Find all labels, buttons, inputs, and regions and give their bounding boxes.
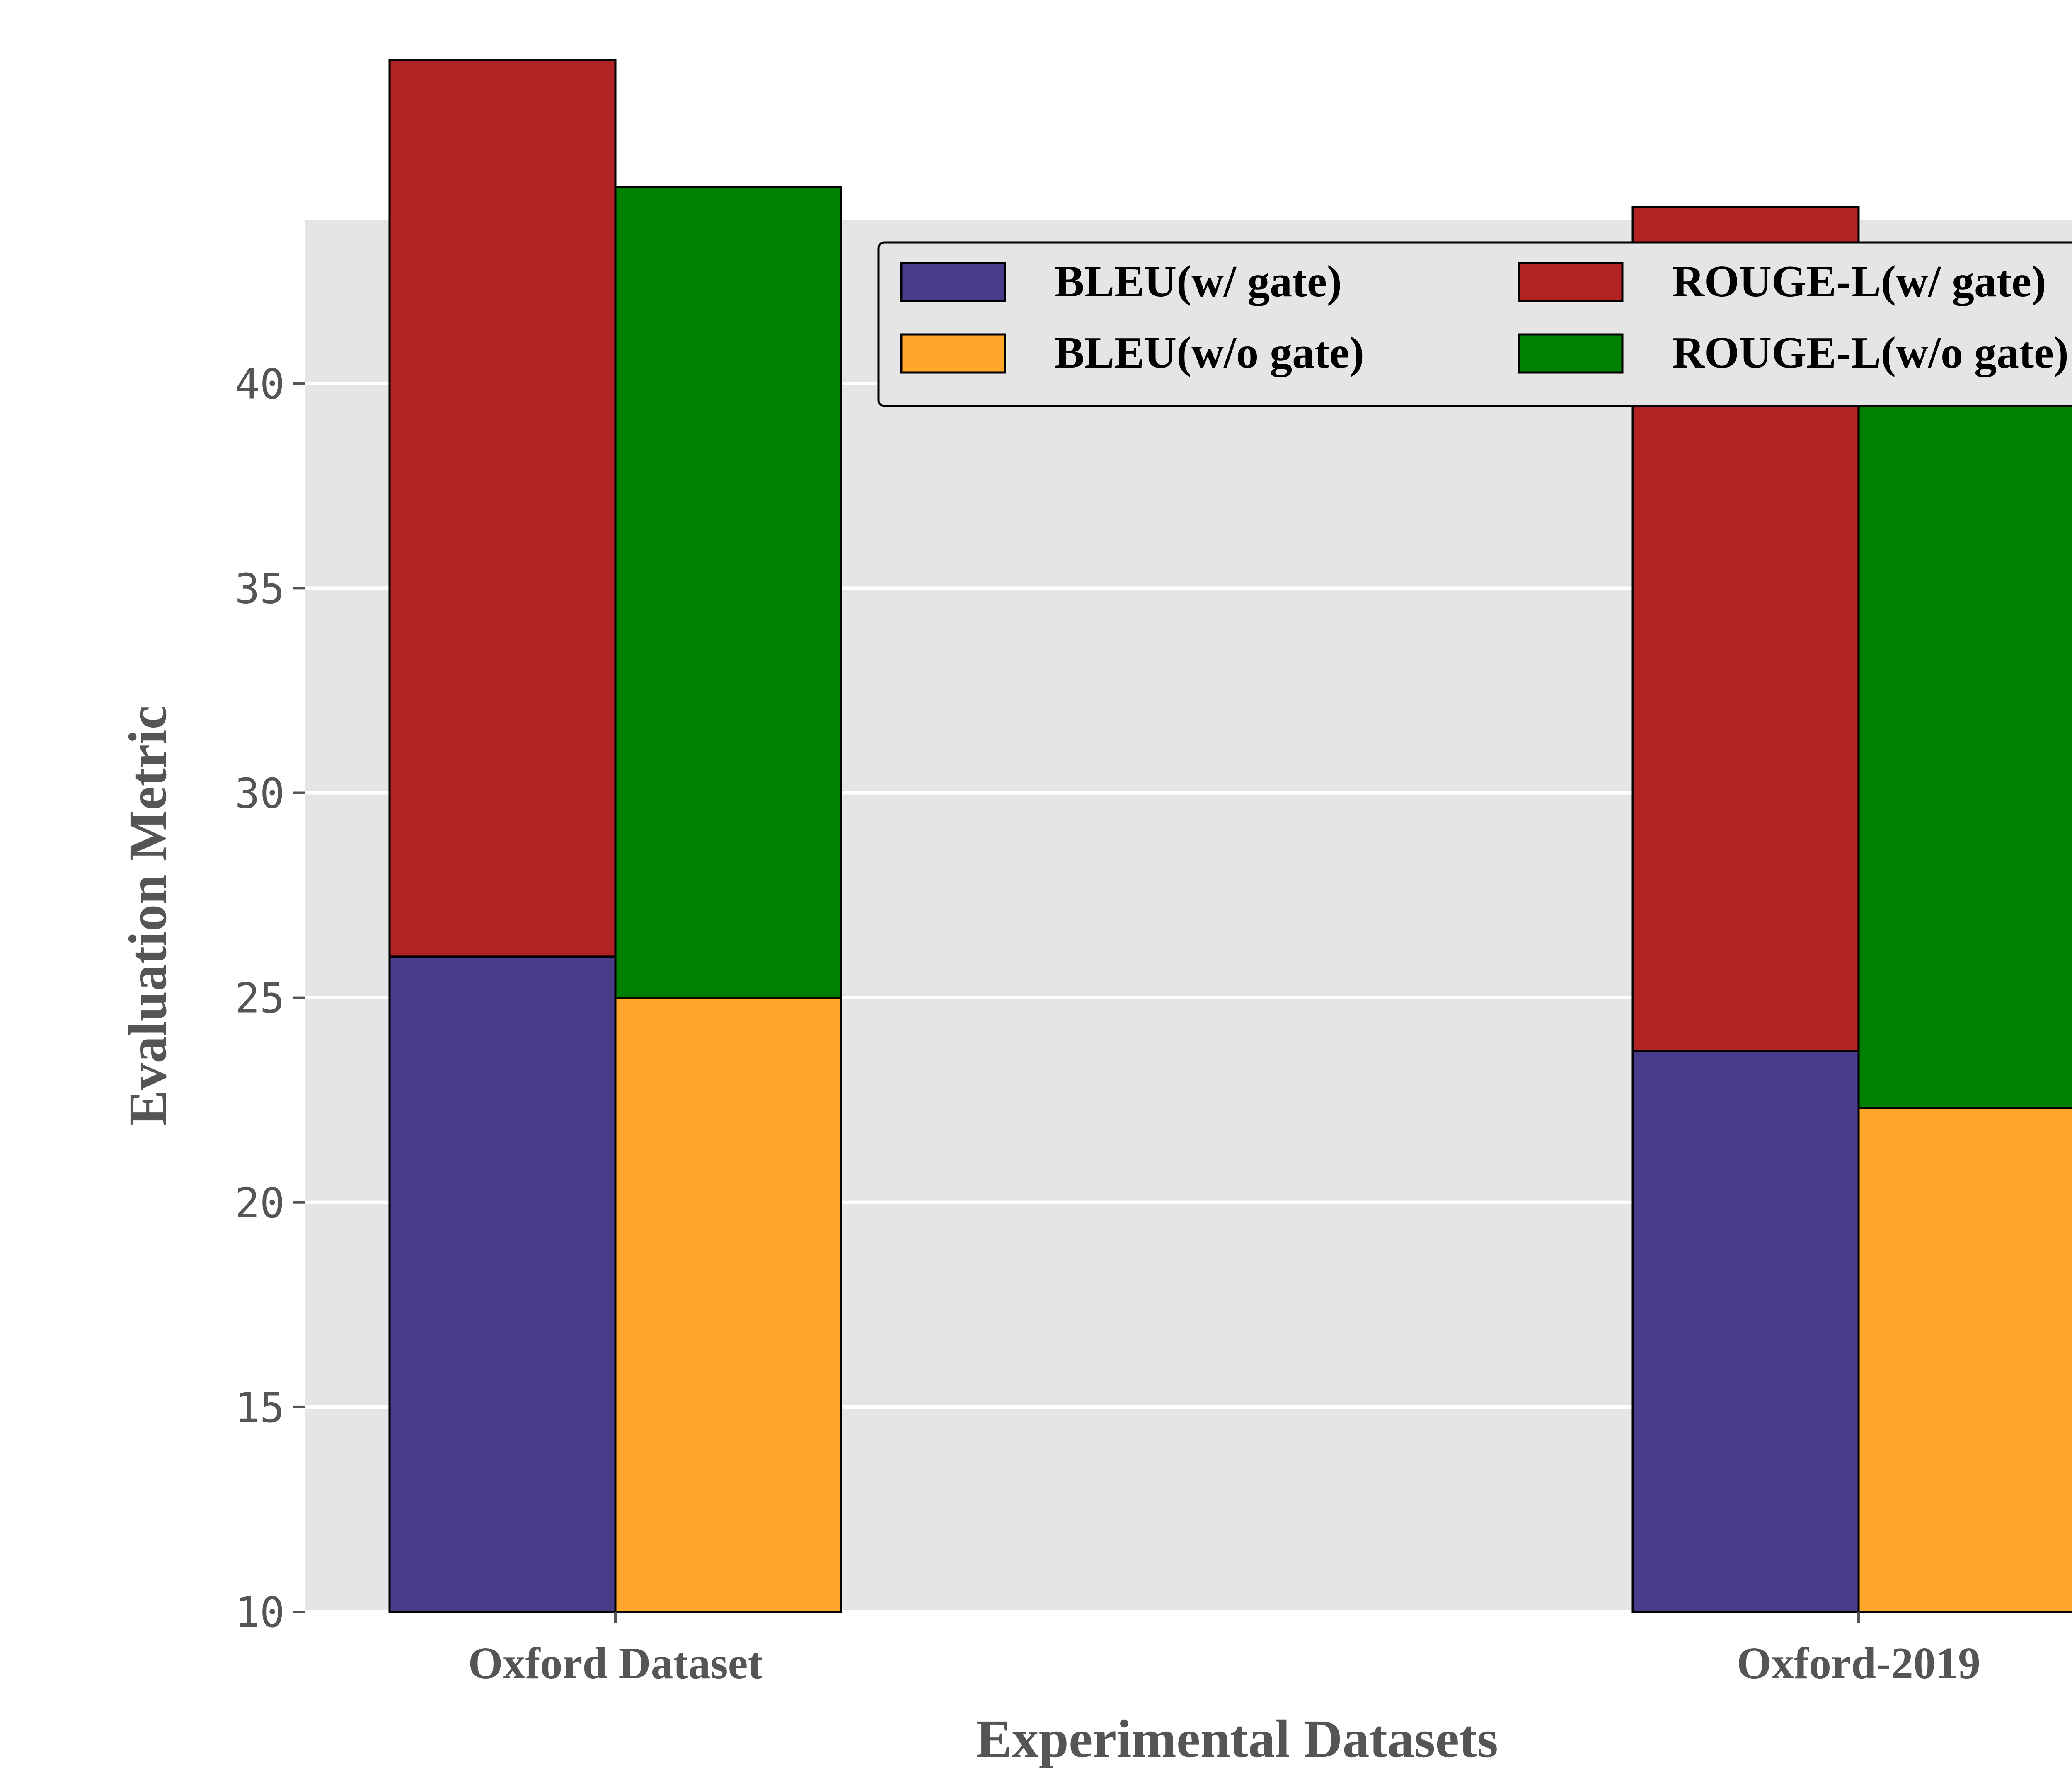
x-tick-label: Oxford Dataset [468,1639,763,1688]
bar-segment [614,997,842,1613]
y-tick-label: 10 [235,1588,285,1637]
legend-label: BLEU(w/o gate) [1055,328,1364,377]
bar-segment [388,59,617,958]
y-tick-label: 30 [235,769,285,818]
bar-segment [614,186,842,999]
y-tick-label: 25 [235,974,285,1023]
bar-segment [1631,1050,1860,1613]
bar-segment [388,955,617,1613]
legend-box [877,241,2072,407]
x-axis: Oxford Dataset Oxford-2019 [468,1612,1980,1688]
x-tick-label: Oxford-2019 [1737,1639,1980,1688]
y-tick-label: 40 [235,360,285,408]
bars [388,59,2072,1613]
bar-segment [1857,305,2072,1109]
legend-label: BLEU(w/ gate) [1055,257,1342,306]
y-axis: 10 15 20 25 30 35 40 [235,360,305,1637]
y-tick-label: 15 [235,1384,285,1432]
x-axis-title: Experimental Datasets [976,1709,1498,1769]
legend-swatch [1518,262,1624,302]
legend-swatch [900,262,1006,302]
y-tick-label: 20 [235,1179,285,1227]
legend-label: ROUGE-L(w/o gate) [1672,328,2069,377]
y-tick-label: 35 [235,564,285,613]
bar-segment [1857,1107,2072,1613]
legend-swatch [1518,333,1624,374]
legend-swatch [900,333,1006,374]
y-axis-title: Evaluation Metric [118,706,178,1126]
legend-label: ROUGE-L(w/ gate) [1672,257,2046,306]
legend: BLEU(w/ gate) BLEU(w/o gate) ROUGE-L(w/ ga… [877,241,2072,407]
